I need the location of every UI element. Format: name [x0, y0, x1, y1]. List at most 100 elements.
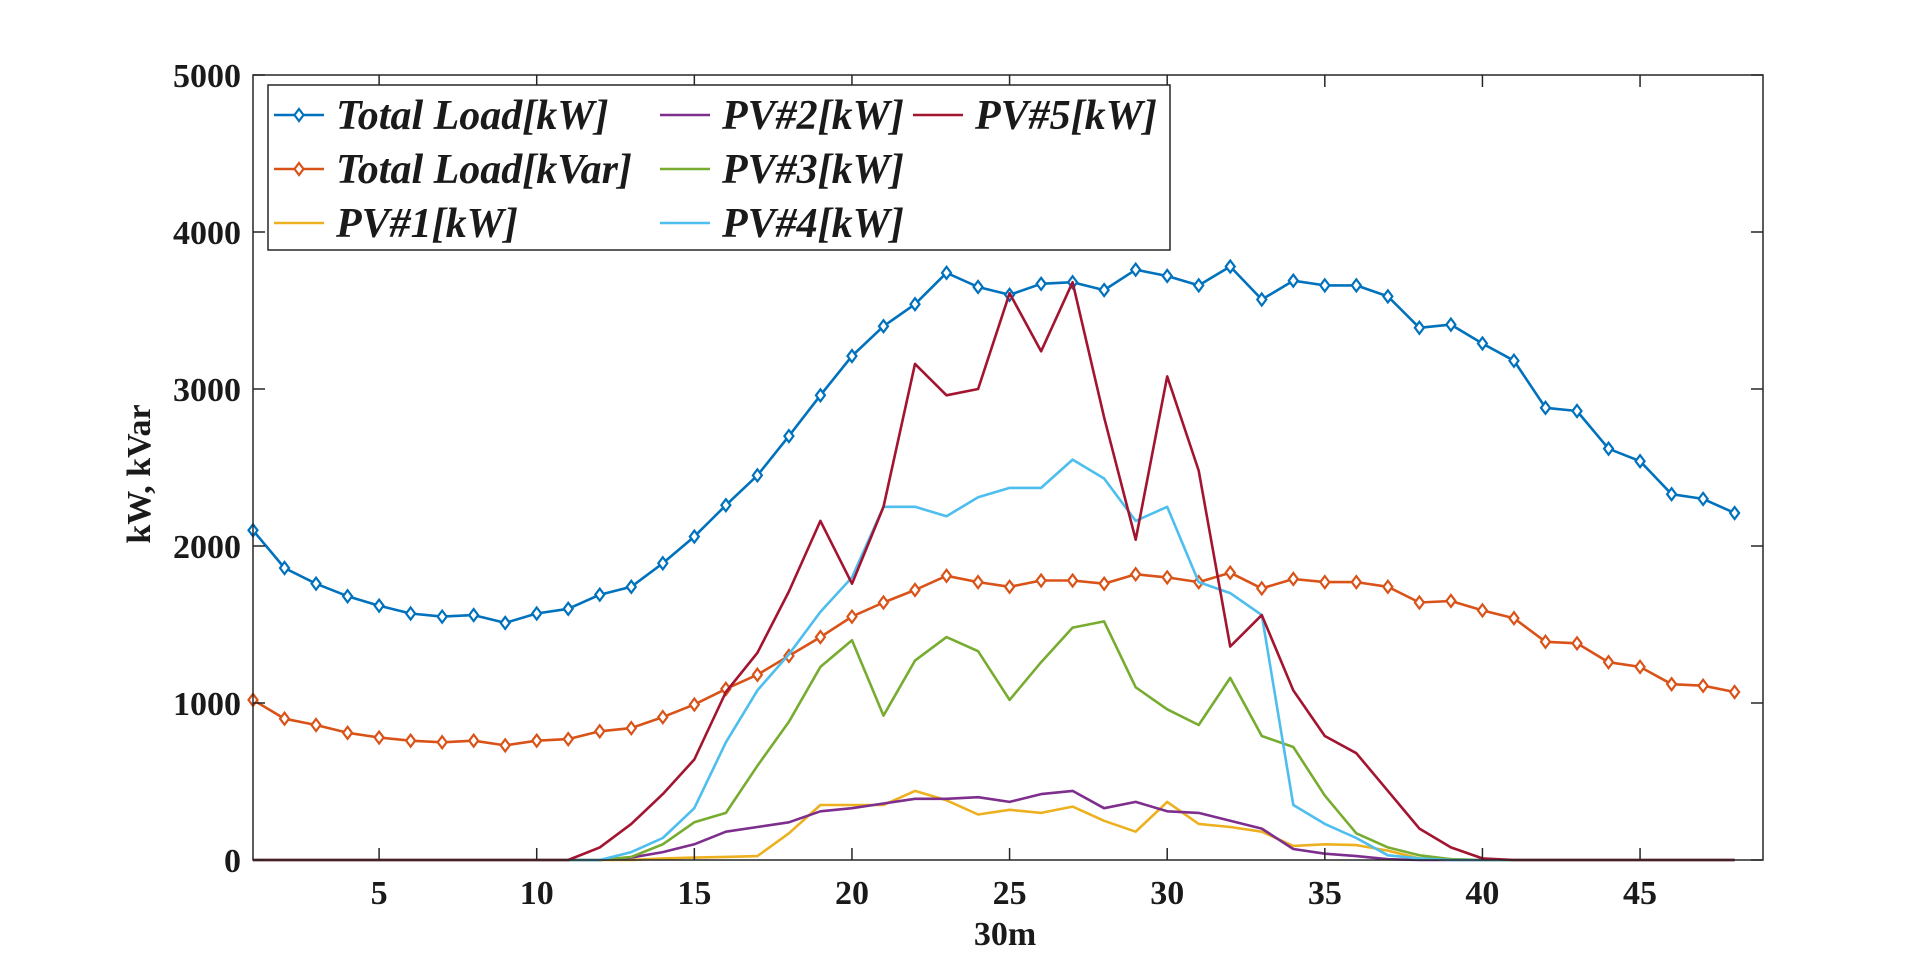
- y-tick-label: 2000: [173, 529, 241, 566]
- legend-label: PV#5[kW]: [974, 93, 1157, 139]
- data-point: [783, 428, 795, 444]
- data-point: [814, 629, 827, 645]
- data-point: [909, 582, 921, 598]
- data-point: [688, 696, 701, 713]
- data-point: [1602, 654, 1615, 671]
- y-tick-label: 1000: [173, 686, 241, 723]
- data-point: [1508, 352, 1520, 369]
- data-point: [1003, 578, 1016, 595]
- data-point: [846, 608, 858, 625]
- data-point: [1224, 564, 1237, 581]
- data-point: [530, 732, 543, 749]
- axes-box: [252, 74, 1764, 861]
- data-point: [1255, 291, 1268, 308]
- data-point: [656, 555, 669, 572]
- data-point: [688, 528, 701, 545]
- legend-item: PV#3[kW]: [660, 147, 904, 193]
- data-point: [1350, 574, 1363, 590]
- data-point: [1445, 316, 1457, 333]
- data-point: [404, 605, 417, 622]
- data-point: [1161, 569, 1174, 586]
- data-point: [373, 597, 385, 614]
- data-point: [1035, 275, 1047, 292]
- data-point: [1728, 505, 1741, 521]
- data-point: [1571, 403, 1583, 419]
- data-point: [1318, 277, 1331, 294]
- legend-item: PV#1[kW]: [274, 201, 518, 247]
- data-point: [1634, 453, 1646, 470]
- data-point: [562, 600, 575, 617]
- legend-label: PV#3[kW]: [721, 147, 904, 193]
- data-point: [814, 387, 827, 404]
- data-point: [1066, 572, 1079, 589]
- data-point: [877, 318, 890, 335]
- legend-label: Total Load[kW]: [336, 93, 609, 139]
- legend-box: [267, 84, 1171, 251]
- data-point: [1413, 594, 1426, 611]
- data-point: [1381, 578, 1394, 595]
- data-point: [499, 615, 512, 631]
- legend-label: PV#1[kW]: [335, 201, 518, 247]
- x-tick-label: 25: [993, 875, 1027, 912]
- data-point: [593, 723, 606, 740]
- data-point: [436, 608, 449, 625]
- data-point: [1571, 635, 1583, 652]
- data-point: [1476, 335, 1489, 352]
- data-point: [530, 605, 543, 622]
- data-point: [1539, 400, 1552, 416]
- data-point: [310, 575, 322, 592]
- data-point: [278, 710, 291, 727]
- data-point: [940, 567, 953, 584]
- data-point: [499, 737, 512, 754]
- data-point: [656, 709, 669, 725]
- data-point: [1445, 593, 1457, 609]
- x-axis-label: 30m: [974, 916, 1036, 953]
- data-point: [1665, 676, 1678, 692]
- x-tick-label: 10: [520, 875, 554, 912]
- data-point: [1255, 580, 1268, 597]
- data-point: [1287, 272, 1300, 289]
- legend: Total Load[kW] Total Load[kVar] PV#1[kW] PV…: [267, 84, 1171, 251]
- legend-item: PV#2[kW]: [660, 93, 904, 139]
- data-point: [940, 264, 953, 281]
- legend-label: Total Load[kVar]: [336, 147, 632, 193]
- data-point: [341, 724, 354, 741]
- data-point: [751, 666, 764, 683]
- data-point: [846, 348, 858, 364]
- data-point: [1224, 258, 1237, 275]
- y-tick-label: 5000: [173, 58, 241, 95]
- data-point: [1539, 633, 1552, 650]
- data-point: [1413, 319, 1426, 336]
- legend-label: PV#4[kW]: [721, 201, 904, 247]
- data-point: [1476, 602, 1489, 619]
- data-point: [1728, 684, 1741, 700]
- x-tick-label: 30: [1150, 875, 1184, 912]
- data-point: [467, 607, 480, 623]
- legend-item: Total Load[kVar]: [274, 147, 632, 193]
- data-point: [1129, 566, 1142, 583]
- data-point: [972, 279, 984, 295]
- x-tick-label: 35: [1308, 875, 1342, 912]
- data-point: [467, 732, 480, 749]
- data-point: [1508, 610, 1520, 627]
- data-point: [1634, 659, 1646, 675]
- data-point: [1665, 486, 1678, 503]
- data-point: [436, 734, 449, 751]
- data-point: [1381, 288, 1394, 305]
- data-point: [1129, 261, 1142, 278]
- legend-marker: [293, 161, 305, 177]
- data-point: [278, 560, 291, 576]
- data-point: [1287, 571, 1300, 587]
- data-point: [562, 731, 575, 747]
- y-tick-label: 4000: [173, 215, 241, 252]
- series-layer: [247, 258, 1741, 862]
- data-point: [877, 594, 890, 611]
- x-tick-label: 15: [677, 875, 711, 912]
- legend-item: Total Load[kW]: [274, 93, 609, 139]
- x-tick-label: 5: [371, 875, 388, 912]
- data-point: [1697, 677, 1709, 694]
- data-point: [751, 467, 764, 484]
- x-tick-label: 20: [835, 875, 869, 912]
- y-tick-label: 0: [224, 843, 241, 880]
